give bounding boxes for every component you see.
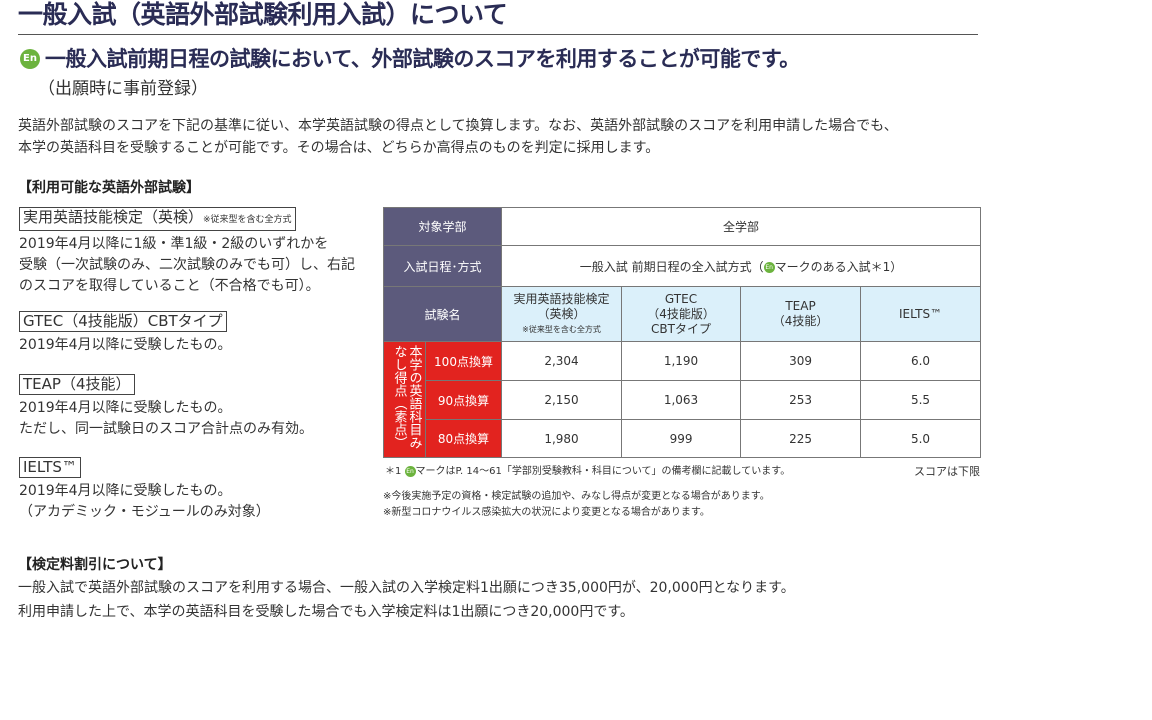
score-cell: 1,980 (501, 419, 623, 458)
exam-name: TEAP（4技能） (19, 374, 135, 395)
exam-item: 実用英語技能検定（英検）※従来型を含む全方式 2019年4月以降に1級・準1級・… (19, 207, 355, 297)
score-cell: 253 (740, 380, 862, 420)
exam-item: TEAP（4技能） 2019年4月以降に受験したもの。 ただし、同一試験日のスコア… (19, 374, 313, 440)
en-mark-icon: En (20, 49, 40, 69)
row-label: 80点換算 (424, 419, 503, 458)
score-cell: 2,150 (501, 380, 623, 420)
en-mark-icon: En (763, 261, 775, 273)
column-header: IELTS™ (860, 286, 982, 342)
available-heading: 【利用可能な英語外部試験】 (18, 180, 200, 196)
score-note: スコアは下限 (914, 465, 980, 478)
exam-desc: 2019年4月以降に1級・準1級・2級のいずれかを 受験（一次試験のみ、二次試験の… (19, 236, 355, 294)
fee-line: 一般入試で英語外部試験のスコアを利用する場合、一般入試の入学検定料1出願につき3… (18, 580, 795, 596)
exam-name: 実用英語技能検定（英検）※従来型を含む全方式 (19, 207, 296, 231)
faculty-value: 全学部 (501, 207, 982, 246)
row-group-label: 本学の英語科目みなし得点（素点） (391, 344, 422, 449)
schedule-label: 入試日程･方式 (382, 245, 503, 287)
score-cell: 309 (740, 341, 862, 381)
score-cell: 6.0 (860, 341, 982, 381)
score-cell: 2,304 (501, 341, 623, 381)
footnote-1: ＊1 En マークはP. 14～61「学部別受験教科・科目について」の備考欄に記載… (385, 465, 791, 477)
fee-heading: 【検定料割引について】 (18, 557, 172, 573)
exam-desc: 2019年4月以降に受験したもの。 ただし、同一試験日のスコア合計点のみ有効。 (19, 400, 313, 437)
note-line: ※新型コロナウイルス感染拡大の状況により変更となる場合があります。 (383, 507, 710, 518)
column-header: 実用英語技能検定 （英検） ※従来型を含む全方式 (501, 286, 623, 342)
title-divider (18, 34, 978, 35)
column-header: TEAP （4技能） (740, 286, 862, 342)
note-line: ※今後実施予定の資格・検定試験の追加や、みなし得点が変更となる場合があります。 (383, 491, 770, 502)
score-conversion-table: 対象学部 全学部 入試日程･方式 一般入試 前期日程の全入試方式（ En マークのある入… (382, 207, 982, 458)
intro-line: 英語外部試験のスコアを下記の基準に従い、本学英語試験の得点として換算します。なお… (18, 118, 898, 134)
row-label: 100点換算 (424, 341, 503, 381)
row-label: 90点換算 (424, 380, 503, 420)
score-cell: 5.0 (860, 419, 982, 458)
score-cell: 5.5 (860, 380, 982, 420)
exam-item: GTEC（4技能版）CBTタイプ 2019年4月以降に受験したもの。 (19, 311, 232, 356)
fee-line: 利用申請した上で、本学の英語科目を受験した場合でも入学検定料は1出願につき20,… (18, 604, 634, 620)
en-mark-icon: En (404, 465, 416, 477)
exam-desc: 2019年4月以降に受験したもの。 （アカデミック・モジュールのみ対象） (19, 483, 270, 520)
exam-name: IELTS™ (19, 457, 81, 478)
faculty-label: 対象学部 (382, 207, 503, 246)
exam-label: 試験名 (382, 286, 503, 342)
exam-name: GTEC（4技能版）CBTタイプ (19, 311, 227, 332)
score-cell: 225 (740, 419, 862, 458)
score-cell: 1,190 (621, 341, 742, 381)
score-cell: 999 (621, 419, 742, 458)
intro-line: 本学の英語科目を受験することが可能です。その場合は、どちらか高得点のものを判定に… (18, 140, 660, 156)
schedule-value: 一般入試 前期日程の全入試方式（ En マークのある入試＊1） (501, 245, 982, 287)
score-cell: 1,063 (621, 380, 742, 420)
subtitle-note: （出願時に事前登録） (38, 79, 208, 99)
subtitle: 一般入試前期日程の試験において、外部試験のスコアを利用することが可能です。 (45, 47, 800, 71)
row-group-cell: 本学の英語科目みなし得点（素点） (383, 341, 426, 458)
exam-desc: 2019年4月以降に受験したもの。 (19, 337, 232, 353)
column-header: GTEC （4技能版） CBTタイプ (621, 286, 742, 342)
page-title: 一般入試（英語外部試験利用入試）について (18, 0, 508, 29)
exam-item: IELTS™ 2019年4月以降に受験したもの。 （アカデミック・モジュールのみ対… (19, 457, 270, 523)
